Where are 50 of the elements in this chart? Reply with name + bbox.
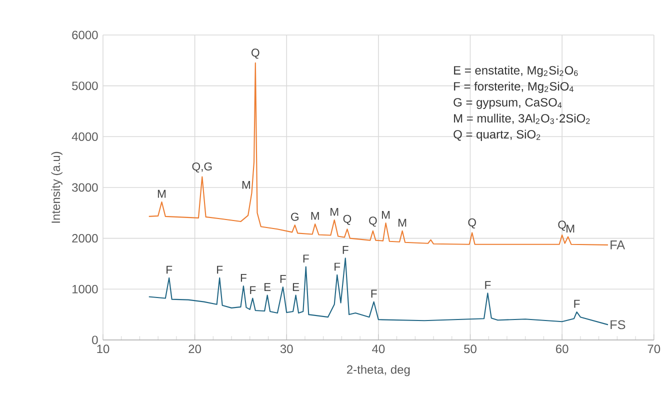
- y-axis-title: Intensity (a.u): [51, 152, 62, 223]
- annotation: F: [334, 262, 340, 271]
- y-tick-label: 0: [92, 336, 98, 344]
- annotation: F: [166, 266, 172, 274]
- annotation: Q,G: [192, 162, 212, 173]
- y-tick-label: 5000: [72, 82, 98, 90]
- annotation: F: [280, 275, 286, 283]
- annotation: F: [342, 246, 348, 254]
- annotation: Q: [252, 48, 260, 59]
- annotation: M: [566, 224, 574, 233]
- annotation: F: [250, 286, 256, 294]
- x-tick-label: 40: [372, 344, 385, 354]
- annotation: M: [242, 181, 250, 189]
- annotation: Q: [343, 214, 352, 225]
- annotation: F = forsterite, Mg$_{2}$SiO$_{4}$: [454, 82, 574, 93]
- y-tick-label: 4000: [72, 132, 98, 141]
- x-tick-label: 60: [556, 344, 568, 354]
- annotation: M: [398, 218, 406, 227]
- annotation: Q: [558, 220, 566, 231]
- x-axis-title: 2-theta, deg: [347, 365, 410, 376]
- y-tick-label: 1000: [72, 284, 98, 294]
- x-tick-label: 10: [97, 344, 110, 354]
- annotation: Q: [369, 216, 377, 227]
- annotation: Q: [468, 218, 476, 228]
- annotation: M: [330, 208, 338, 216]
- y-tick-label: 3000: [72, 183, 98, 192]
- y-tick-label: 6000: [72, 30, 98, 40]
- annotation: G = gypsum, CaSO$_{4}$: [454, 98, 562, 109]
- annotation: G: [291, 212, 298, 221]
- y-tick-label: 2000: [72, 234, 98, 243]
- annotation: E: [264, 283, 271, 291]
- annotation: E = enstatite, Mg$_{2}$Si$_{2}$O$_{6}$: [454, 66, 578, 77]
- x-tick-label: 50: [464, 344, 476, 354]
- x-tick-label: 20: [188, 344, 202, 354]
- annotation: E: [292, 283, 300, 291]
- annotation: M: [382, 211, 390, 219]
- series-label: FA: [610, 240, 626, 250]
- series-label: FS: [610, 320, 626, 330]
- annotation: M = mullite, 3Al$_{2}$O$_{3}$·2SiO$_{2}$: [454, 114, 590, 124]
- x-tick-label: 70: [648, 344, 660, 354]
- annotation: F: [574, 300, 580, 308]
- annotation: M: [158, 190, 166, 198]
- x-tick-label: 30: [280, 344, 293, 354]
- annotation: M: [311, 212, 319, 220]
- annotation: Q = quartz, SiO$_{2}$: [454, 130, 540, 141]
- annotation: F: [217, 266, 223, 274]
- annotation: F: [240, 274, 246, 282]
- annotation: F: [371, 290, 377, 298]
- annotation: F: [485, 281, 491, 289]
- annotation: F: [303, 254, 309, 263]
